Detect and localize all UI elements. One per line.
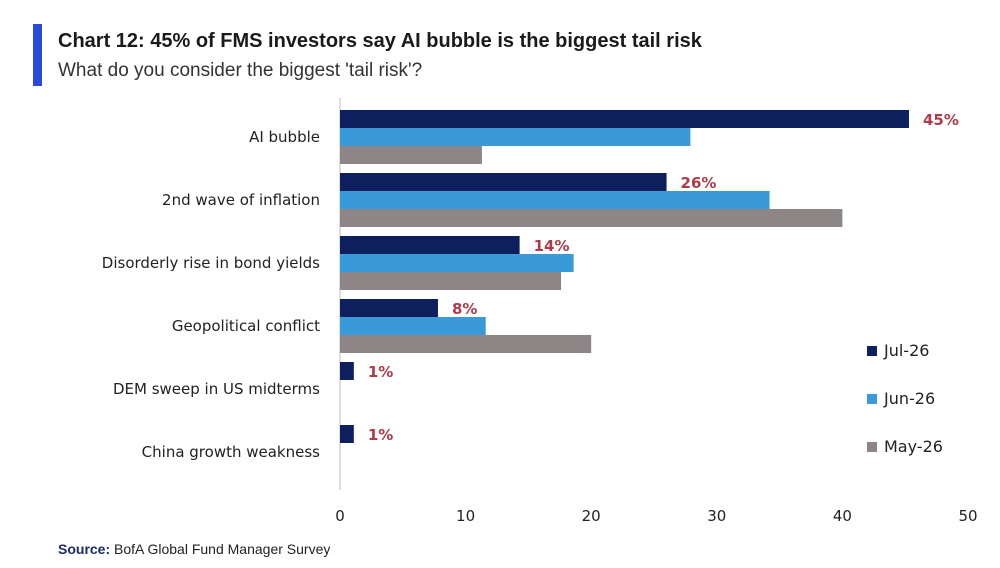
data-label: 1% — [368, 426, 393, 444]
bar-jun-26 — [340, 254, 574, 272]
legend-label: Jul-26 — [883, 341, 929, 360]
bar-may-26 — [340, 209, 843, 227]
bar-may-26 — [340, 335, 592, 353]
x-tick-label: 20 — [582, 507, 601, 525]
data-label: 8% — [452, 300, 477, 318]
x-tick-label: 10 — [456, 507, 475, 525]
legend-label: May-26 — [884, 437, 943, 456]
bar-may-26 — [340, 272, 562, 290]
legend-swatch-may-26 — [867, 442, 877, 452]
bar-jul-26 — [340, 173, 667, 191]
legend-swatch-jul-26 — [867, 346, 877, 356]
data-label: 14% — [534, 237, 570, 255]
x-tick-label: 50 — [958, 507, 977, 525]
chart-subtitle: What do you consider the biggest 'tail r… — [58, 60, 423, 81]
data-label: 1% — [368, 363, 393, 381]
legend-label: Jun-26 — [883, 389, 935, 408]
x-tick-label: 0 — [335, 507, 345, 525]
bar-jul-26 — [340, 299, 438, 317]
source-note: Source: BofA Global Fund Manager Survey — [58, 541, 330, 557]
x-tick-label: 40 — [833, 507, 852, 525]
category-label: AI bubble — [249, 128, 320, 146]
category-label: 2nd wave of inflation — [162, 191, 320, 209]
category-label: China growth weakness — [142, 443, 321, 461]
category-label: Disorderly rise in bond yields — [102, 254, 320, 272]
source-text: BofA Global Fund Manager Survey — [114, 541, 331, 557]
bar-jul-26 — [340, 425, 354, 443]
title-accent-bar — [33, 24, 42, 86]
category-label: Geopolitical conflict — [172, 317, 320, 335]
bar-may-26 — [340, 146, 482, 164]
source-label: Source: — [58, 541, 111, 557]
legend-swatch-jun-26 — [867, 394, 877, 404]
bar-jun-26 — [340, 191, 770, 209]
bar-jul-26 — [340, 362, 354, 380]
x-tick-label: 30 — [707, 507, 726, 525]
bar-jul-26 — [340, 110, 909, 128]
data-label: 26% — [681, 174, 717, 192]
bar-jun-26 — [340, 128, 691, 146]
bar-jul-26 — [340, 236, 520, 254]
chart-title: Chart 12: 45% of FMS investors say AI bu… — [58, 30, 702, 52]
category-label: DEM sweep in US midterms — [113, 380, 320, 398]
data-label: 45% — [923, 111, 959, 129]
bar-jun-26 — [340, 317, 486, 335]
